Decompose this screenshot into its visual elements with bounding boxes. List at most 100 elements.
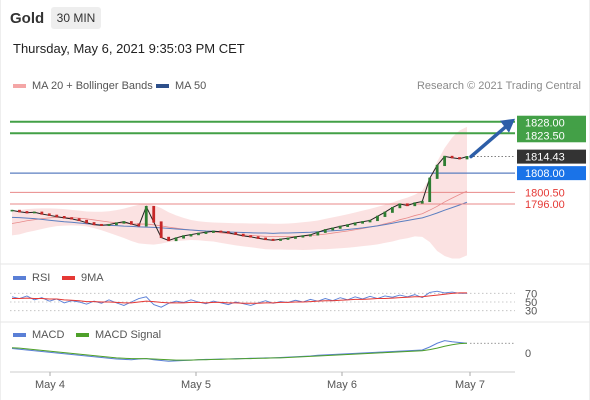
price-candle <box>353 222 357 226</box>
level-label: 1814.43 <box>525 152 565 164</box>
level-label: 1808.00 <box>525 168 565 180</box>
price-candle <box>18 209 21 213</box>
price-candle <box>443 155 447 167</box>
price-candle <box>428 177 432 203</box>
price-candle <box>92 222 96 226</box>
price-candle <box>323 229 327 233</box>
top-bar: Gold 30 MIN <box>0 0 590 38</box>
legend-ma50: MA 50 <box>156 80 206 92</box>
bollinger-band-area <box>12 126 467 259</box>
price-candle <box>32 211 36 214</box>
legend-label-rsi-ma: 9MA <box>81 272 104 284</box>
price-candle <box>167 236 171 242</box>
price-candle <box>294 236 297 239</box>
price-candle <box>413 202 417 207</box>
legend-macd: MACD <box>13 329 64 341</box>
price-candle <box>331 227 335 231</box>
price-candle <box>77 218 81 222</box>
ma50-line <box>11 201 468 234</box>
price-candle <box>152 205 156 223</box>
x-tick-label: May 6 <box>327 379 357 391</box>
price-candle <box>316 231 320 236</box>
credit-text: Research © 2021 Trading Central <box>416 80 581 92</box>
legend-bollinger: MA 20 + Bollinger Bands <box>13 80 153 92</box>
price-candle <box>301 235 305 238</box>
price-candle <box>100 223 103 226</box>
price-candle <box>271 238 275 241</box>
price-candle <box>256 236 260 239</box>
legend-rsi-ma: 9MA <box>62 272 104 284</box>
level-label-box <box>517 128 586 143</box>
rsi-tick-label: 30 <box>525 306 537 318</box>
price-candle <box>264 237 268 241</box>
price-candle <box>25 211 29 214</box>
price-candle <box>420 200 424 204</box>
price-candle <box>376 215 379 222</box>
price-candle <box>226 231 230 234</box>
legend-label-ma50: MA 50 <box>175 80 207 92</box>
price-candle <box>308 234 312 237</box>
legend-swatch-rsi-ma <box>62 276 75 281</box>
legend-swatch-rsi <box>13 276 26 281</box>
macd-signal-line <box>11 342 468 361</box>
price-candle <box>435 164 439 179</box>
price-candle <box>182 235 185 239</box>
price-candle <box>137 223 141 227</box>
price-candle <box>398 203 402 209</box>
price-candle <box>122 221 126 224</box>
price-candle <box>458 157 461 160</box>
ma20-line <box>11 190 468 238</box>
price-candle <box>241 233 245 237</box>
price-candle <box>405 203 409 207</box>
legend-swatch-macd <box>13 333 26 338</box>
price-candle <box>197 232 200 236</box>
level-label: 1800.50 <box>525 187 565 199</box>
price-candle <box>85 219 88 224</box>
price-candle <box>391 207 394 213</box>
price-candle <box>465 156 469 160</box>
price-candle <box>346 224 350 227</box>
price-candle <box>249 235 253 238</box>
legend-label-macd: MACD <box>32 329 65 341</box>
price-candle <box>204 231 208 234</box>
x-tick-label: May 4 <box>35 379 65 391</box>
price-candle <box>189 234 193 237</box>
level-label-box <box>517 166 586 181</box>
legend-label-bollinger: MA 20 + Bollinger Bands <box>32 80 153 92</box>
price-candle <box>55 214 59 218</box>
x-tick-label: May 7 <box>455 379 485 391</box>
macd-tick-label: 0 <box>525 348 531 360</box>
macd-line <box>11 340 468 362</box>
price-candle <box>234 232 238 235</box>
legend-swatch-bollinger <box>13 84 26 89</box>
timeframe-button[interactable]: 30 MIN <box>51 7 101 29</box>
price-candle <box>115 222 118 226</box>
price-candle <box>107 223 111 226</box>
price-candle <box>211 230 215 233</box>
price-candle <box>144 205 148 227</box>
price-candle <box>40 211 44 215</box>
price-candle <box>62 216 66 219</box>
level-label-box <box>517 115 586 130</box>
price-candle <box>361 221 364 224</box>
level-label: 1796.00 <box>525 199 565 211</box>
price-candle <box>159 221 163 239</box>
price-candle <box>129 221 133 225</box>
level-label: 1828.00 <box>525 118 565 130</box>
rsi-tick-label: 50 <box>525 297 537 309</box>
price-candle <box>10 209 14 212</box>
price-candle <box>219 230 223 233</box>
forecast-arrow-shaft <box>469 123 509 159</box>
price-candle <box>450 155 454 159</box>
x-tick-label: May 5 <box>181 379 211 391</box>
level-label: 1823.50 <box>525 130 565 142</box>
legend-swatch-ma50 <box>156 84 169 89</box>
rsi-tick-label: 70 <box>525 288 537 300</box>
symbol-name: Gold <box>10 10 45 27</box>
price-candle <box>383 211 387 217</box>
legend-rsi: RSI <box>13 272 50 284</box>
legend-macd-signal: MACD Signal <box>76 329 161 341</box>
timestamp: Thursday, May 6, 2021 9:35:03 PM CET <box>13 41 245 56</box>
legend-label-macd-signal: MACD Signal <box>95 329 162 341</box>
level-label-box <box>517 149 586 164</box>
